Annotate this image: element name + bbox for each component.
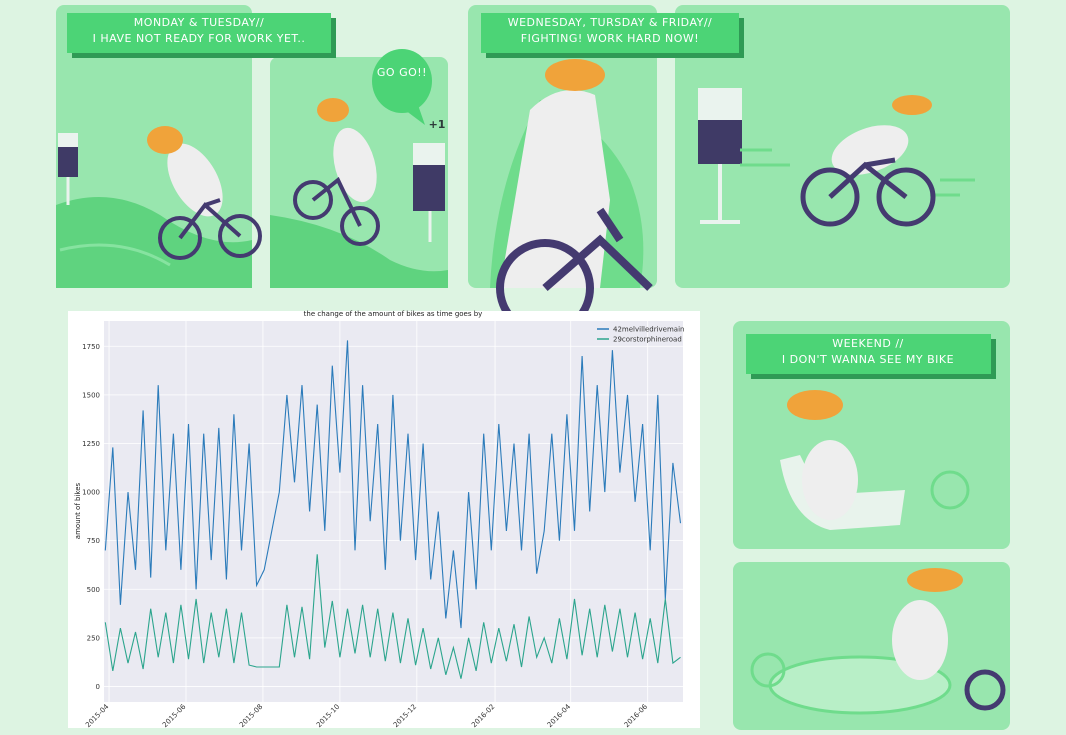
bubble-text: GO GO!! — [377, 66, 427, 79]
y-tick-label: 750 — [87, 537, 100, 545]
y-tick-label: 250 — [87, 634, 100, 642]
banner-midweek: WEDNESDAY, TURSDAY & FRIDAY// FIGHTING! … — [481, 13, 744, 58]
legend-label: 29corstorphineroad — [613, 336, 682, 344]
banner-subtitle: I HAVE NOT READY FOR WORK YET.. — [93, 32, 306, 45]
banner-subtitle: I DON'T WANNA SEE MY BIKE — [782, 353, 954, 366]
banner-subtitle: FIGHTING! WORK HARD NOW! — [521, 32, 699, 45]
series-line — [104, 554, 681, 679]
y-axis-label: amount of bikes — [74, 482, 82, 539]
y-tick-label: 1250 — [82, 440, 100, 448]
banner-title: WEDNESDAY, TURSDAY & FRIDAY// — [508, 16, 713, 29]
legend-label: 42melvilledrivemain — [613, 326, 684, 334]
y-tick-label: 1750 — [82, 343, 100, 351]
panel-weekend-2 — [733, 562, 1010, 730]
panel-tuesday: GO GO!! +1 — [270, 49, 448, 288]
y-tick-label: 1000 — [82, 489, 100, 497]
banner-monday: MONDAY & TUESDAY// I HAVE NOT READY FOR … — [67, 13, 336, 58]
panel-friday — [675, 5, 1010, 288]
series-line — [104, 340, 682, 629]
y-tick-label: 1500 — [82, 391, 100, 399]
chart-title: the change of the amount of bikes as tim… — [304, 310, 483, 318]
panel-wednesday — [468, 5, 657, 337]
banner-title: WEEKEND // — [832, 337, 904, 350]
y-tick-label: 0 — [96, 683, 100, 691]
panel-monday — [56, 5, 262, 288]
banner-weekend: WEEKEND // I DON'T WANNA SEE MY BIKE — [746, 334, 996, 379]
plus-one: +1 — [429, 118, 446, 131]
banner-title: MONDAY & TUESDAY// — [134, 16, 264, 29]
y-tick-label: 500 — [87, 586, 100, 594]
